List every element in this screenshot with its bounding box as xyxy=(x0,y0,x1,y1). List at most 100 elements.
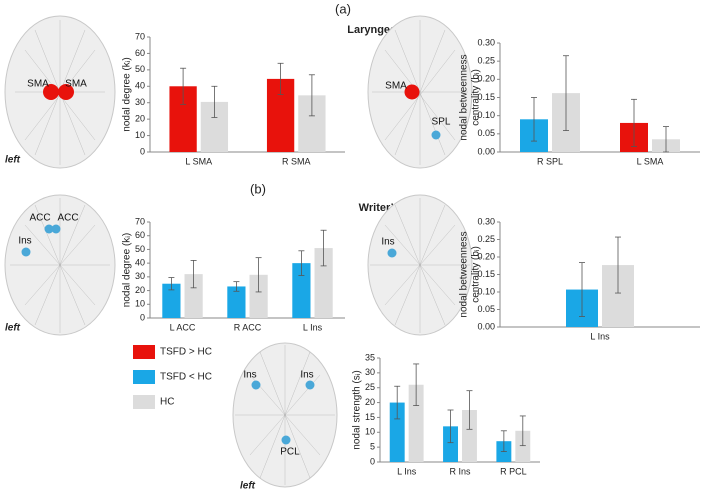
region-label: ACC xyxy=(57,213,78,224)
x-tick-label: L Ins xyxy=(397,466,417,476)
y-axis-label: nodal degree (kᵢ) xyxy=(122,57,133,131)
y-tick-label: 0.30 xyxy=(477,37,495,47)
y-tick-label: 0.15 xyxy=(477,92,495,102)
y-tick-label: 20 xyxy=(135,114,145,124)
region-label: PCL xyxy=(280,447,300,458)
brain: SMA SMA left xyxy=(4,15,116,169)
y-tick-label: 30 xyxy=(135,271,145,281)
region-label: SPL xyxy=(432,117,451,128)
x-tick-label: R SMA xyxy=(282,156,311,166)
y-tick-label: 0 xyxy=(140,146,145,156)
y-tick-label: 40 xyxy=(135,258,145,268)
bar xyxy=(443,426,458,462)
error-bar xyxy=(394,385,401,420)
y-tick-label: 70 xyxy=(135,31,145,41)
y-tick-label: 35 xyxy=(365,352,375,362)
x-tick-label: R PCL xyxy=(500,466,527,476)
error-bar xyxy=(413,363,420,406)
error-bar xyxy=(233,281,240,292)
y-tick-label: 10 xyxy=(135,299,145,309)
legend-label: HC xyxy=(160,397,174,408)
bar xyxy=(408,384,424,462)
error-bar xyxy=(277,62,284,95)
region-label: SMA xyxy=(65,79,87,90)
side-label: left xyxy=(5,155,21,166)
y-tick-label: 0.15 xyxy=(477,269,495,279)
panel-label: (b) xyxy=(250,181,266,196)
x-tick-label: L ACC xyxy=(170,322,196,332)
region-label: Ins xyxy=(243,370,256,381)
x-tick-label: R Ins xyxy=(449,466,471,476)
error-bar xyxy=(615,236,621,294)
y-axis-label: centrality (bᵢ) xyxy=(471,69,482,126)
error-bar xyxy=(168,277,175,291)
bar xyxy=(389,402,405,462)
error-bar xyxy=(663,126,669,153)
y-tick-label: 5 xyxy=(370,442,375,452)
bar xyxy=(249,274,268,318)
error-bar xyxy=(563,55,569,131)
y-tick-label: 15 xyxy=(365,412,375,422)
error-bar xyxy=(298,250,305,276)
legend-swatch xyxy=(133,345,155,359)
y-tick-label: 0.10 xyxy=(477,110,495,120)
y-tick-label: 0.25 xyxy=(477,56,495,66)
bar xyxy=(292,263,311,318)
region-label: Ins xyxy=(300,370,313,381)
error-bar xyxy=(308,74,315,117)
error-bar xyxy=(631,98,637,147)
y-axis-label: nodal degree (kᵢ) xyxy=(122,233,133,307)
error-bar xyxy=(320,229,327,267)
bar xyxy=(184,274,203,318)
y-tick-label: 10 xyxy=(135,130,145,140)
y-tick-label: 0.00 xyxy=(477,321,495,331)
y-tick-label: 0.30 xyxy=(477,216,495,226)
region-label: SMA xyxy=(385,81,407,92)
x-tick-label: L Ins xyxy=(590,331,610,341)
y-tick-label: 60 xyxy=(135,230,145,240)
y-tick-label: 20 xyxy=(365,397,375,407)
y-axis-label: nodal strength (sᵢ) xyxy=(352,370,363,449)
panel-label: (a) xyxy=(335,1,351,16)
bar xyxy=(314,248,333,318)
x-tick-label: L SMA xyxy=(185,156,212,166)
y-tick-label: 30 xyxy=(365,367,375,377)
region-label: SMA xyxy=(27,79,49,90)
legend-label: TSFD > HC xyxy=(160,347,212,358)
x-tick-label: R ACC xyxy=(234,322,262,332)
side-label: left xyxy=(240,481,256,492)
x-tick-label: L Ins xyxy=(303,322,323,332)
region-label: ACC xyxy=(29,213,50,224)
y-tick-label: 25 xyxy=(365,382,375,392)
bar xyxy=(462,410,477,462)
y-tick-label: 0.20 xyxy=(477,251,495,261)
y-tick-label: 40 xyxy=(135,81,145,91)
y-tick-label: 0.10 xyxy=(477,286,495,296)
error-bar xyxy=(466,390,473,430)
bar xyxy=(515,430,531,462)
region-label: Ins xyxy=(18,236,31,247)
y-axis-label: nodal betweenness xyxy=(459,54,470,140)
x-tick-label: R SPL xyxy=(537,156,563,166)
y-tick-label: 0 xyxy=(140,312,145,322)
y-tick-label: 10 xyxy=(365,427,375,437)
legend-swatch xyxy=(133,395,155,409)
error-bar xyxy=(500,430,507,453)
brain: Ins Ins PCL left xyxy=(232,342,338,492)
bar xyxy=(162,283,181,318)
error-bar xyxy=(255,257,262,293)
brain: ACC ACC Ins left xyxy=(4,194,116,336)
error-bar xyxy=(180,67,187,105)
y-tick-label: 60 xyxy=(135,48,145,58)
y-tick-label: 0 xyxy=(370,456,375,466)
y-axis-label: centrality (bᵢ) xyxy=(471,246,482,303)
y-tick-label: 50 xyxy=(135,244,145,254)
y-tick-label: 0.00 xyxy=(477,146,495,156)
x-tick-label: L SMA xyxy=(637,156,664,166)
y-tick-label: 0.05 xyxy=(477,304,495,314)
error-bar xyxy=(579,262,585,317)
y-tick-label: 0.25 xyxy=(477,234,495,244)
legend-swatch xyxy=(133,370,155,384)
y-tick-label: 0.20 xyxy=(477,74,495,84)
